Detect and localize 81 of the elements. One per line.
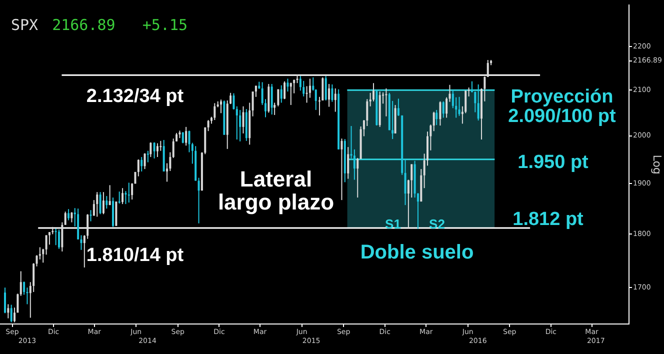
candlestick xyxy=(10,304,12,323)
candlestick xyxy=(99,192,102,215)
candlestick xyxy=(96,192,98,218)
candlestick xyxy=(324,76,327,101)
text: 2166.89 +5.15 xyxy=(52,16,188,34)
candlestick xyxy=(70,212,73,223)
candlestick xyxy=(140,156,143,172)
annotation: 1.950 pt xyxy=(518,152,590,174)
candlestick xyxy=(4,287,6,314)
y-axis-title: Log xyxy=(650,154,664,174)
annotation: Doble suelo xyxy=(360,242,474,264)
candlestick xyxy=(356,157,359,198)
annotation: 1.812 pt xyxy=(512,209,584,230)
candlestick xyxy=(90,210,92,222)
candlestick xyxy=(270,83,273,116)
candlestick xyxy=(64,211,66,226)
candlestick xyxy=(236,106,238,140)
candlestick xyxy=(214,102,216,121)
annotation: Lateral largo plazo xyxy=(218,166,334,215)
candlestick xyxy=(150,142,152,158)
candlestick xyxy=(242,106,244,134)
candlestick xyxy=(128,182,130,204)
candlestick xyxy=(436,109,438,126)
candlestick xyxy=(439,100,442,126)
candlestick xyxy=(277,88,280,107)
candlestick xyxy=(284,80,286,100)
candlestick xyxy=(477,84,480,121)
candlestick xyxy=(188,130,190,153)
candlestick xyxy=(185,126,188,146)
candlestick xyxy=(308,78,311,98)
candlestick xyxy=(118,191,120,204)
candlestick xyxy=(220,99,222,114)
candlestick xyxy=(486,59,489,78)
candlestick xyxy=(328,83,330,108)
candlestick xyxy=(458,96,460,116)
candlestick xyxy=(137,158,140,177)
candlestick xyxy=(286,78,289,92)
candlestick xyxy=(334,88,336,112)
candlestick xyxy=(410,164,413,198)
candlestick xyxy=(68,208,70,221)
candlestick xyxy=(280,84,282,104)
candlestick xyxy=(404,158,406,206)
candlestick xyxy=(347,146,350,180)
candlestick xyxy=(442,100,444,118)
annotation: Proyección 2.090/100 pt xyxy=(508,86,617,128)
candlestick xyxy=(156,142,158,158)
candlestick xyxy=(102,192,104,215)
candlestick xyxy=(20,270,22,296)
candlestick xyxy=(331,84,334,102)
text: SPX xyxy=(11,16,38,34)
candlestick xyxy=(122,188,124,205)
candlestick xyxy=(144,152,146,170)
candlestick xyxy=(198,177,200,224)
candlestick xyxy=(207,120,210,132)
candlestick xyxy=(232,92,235,110)
annotation: 1.810/14 pt xyxy=(86,245,184,266)
candlestick xyxy=(385,88,388,117)
candlestick xyxy=(252,91,254,117)
candlestick xyxy=(239,109,242,142)
candlestick xyxy=(397,98,400,116)
candlestick xyxy=(182,132,184,144)
candlestick xyxy=(42,248,44,264)
candlestick xyxy=(7,304,10,319)
candlestick xyxy=(108,184,111,206)
candlestick xyxy=(407,179,410,228)
candlestick xyxy=(340,138,343,201)
candlestick xyxy=(153,142,156,159)
candlestick xyxy=(146,150,149,163)
candlestick xyxy=(45,234,48,256)
candlestick xyxy=(432,111,435,132)
candlestick xyxy=(106,196,108,210)
candlestick xyxy=(290,82,292,106)
candlestick xyxy=(302,80,305,97)
candlestick xyxy=(124,190,127,205)
candlestick xyxy=(54,228,57,246)
candlestick xyxy=(172,138,174,158)
candlestick xyxy=(61,222,64,252)
candlestick xyxy=(58,229,60,250)
annotation: 2.132/34 pt xyxy=(86,86,184,108)
candlestick xyxy=(160,140,162,152)
candlestick xyxy=(274,102,276,116)
